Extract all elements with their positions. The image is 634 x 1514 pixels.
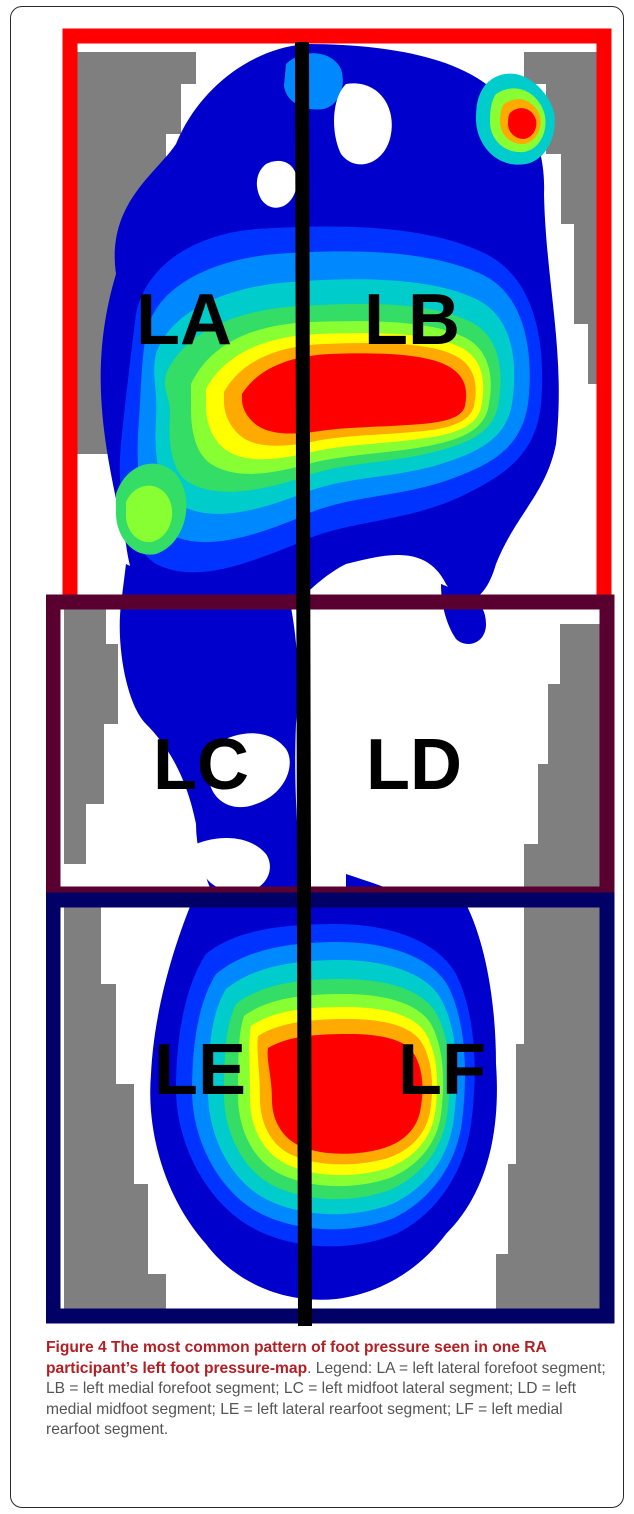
figure-caption: Figure 4 The most common pattern of foot…: [46, 1338, 610, 1441]
foot-pressure-map: LA LB LC LD LE LF: [46, 24, 622, 1330]
caption-title-period: .: [307, 1359, 312, 1377]
segment-label-lf: LF: [398, 1030, 486, 1110]
segment-label-ld: LD: [366, 725, 462, 805]
rearfoot-pressure-contours: [150, 904, 497, 1300]
central-divider-line: [295, 41, 312, 1327]
lateral-toe-contours: [284, 53, 343, 110]
caption-body: Legend: LA = left lateral forefoot segme…: [46, 1359, 606, 1439]
rearfoot-box: [46, 892, 615, 1324]
midfoot-white-notch: [208, 733, 290, 808]
caption-title: Figure 4 The most common pattern of foot…: [46, 1339, 547, 1377]
segment-label-lc: LC: [153, 725, 249, 805]
segment-label-lb: LB: [364, 280, 460, 360]
segment-label-le: LE: [154, 1030, 246, 1110]
grey-background-regions: [64, 52, 606, 1314]
toe-gap: [334, 83, 392, 165]
forefoot-pressure-contours: [100, 44, 559, 637]
midfoot-pressure-contours: [119, 564, 486, 944]
segment-label-la: LA: [136, 280, 232, 360]
